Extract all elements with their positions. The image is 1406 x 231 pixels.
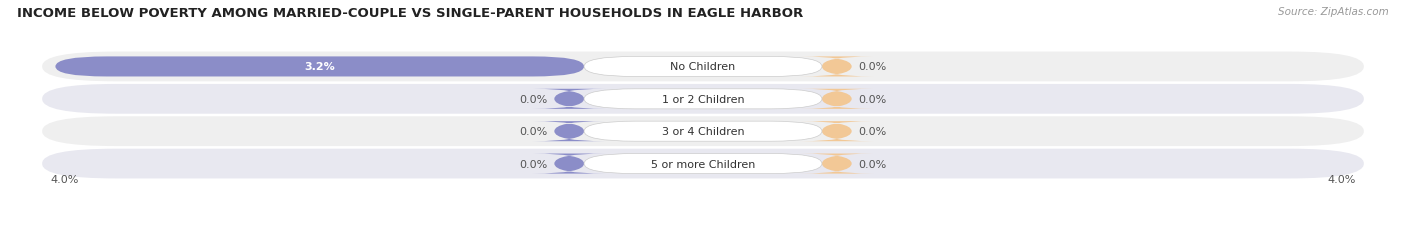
Text: 4.0%: 4.0% [1327, 174, 1355, 184]
Text: Source: ZipAtlas.com: Source: ZipAtlas.com [1278, 7, 1389, 17]
Text: 0.0%: 0.0% [519, 159, 548, 169]
FancyBboxPatch shape [583, 122, 823, 142]
FancyBboxPatch shape [55, 57, 583, 77]
FancyBboxPatch shape [42, 149, 1364, 179]
Text: 5 or more Children: 5 or more Children [651, 159, 755, 169]
FancyBboxPatch shape [42, 117, 1364, 146]
FancyBboxPatch shape [583, 154, 823, 174]
Text: 0.0%: 0.0% [858, 159, 887, 169]
Text: 0.0%: 0.0% [519, 127, 548, 137]
Text: 3 or 4 Children: 3 or 4 Children [662, 127, 744, 137]
Text: 0.0%: 0.0% [858, 94, 887, 104]
Text: 3.2%: 3.2% [304, 62, 335, 72]
Text: 0.0%: 0.0% [858, 62, 887, 72]
FancyBboxPatch shape [583, 57, 823, 77]
Text: INCOME BELOW POVERTY AMONG MARRIED-COUPLE VS SINGLE-PARENT HOUSEHOLDS IN EAGLE H: INCOME BELOW POVERTY AMONG MARRIED-COUPL… [17, 7, 803, 20]
FancyBboxPatch shape [583, 89, 823, 109]
Text: No Children: No Children [671, 62, 735, 72]
Text: 4.0%: 4.0% [51, 174, 79, 184]
Text: 0.0%: 0.0% [519, 94, 548, 104]
FancyBboxPatch shape [42, 85, 1364, 114]
FancyBboxPatch shape [533, 122, 606, 142]
Text: 0.0%: 0.0% [858, 127, 887, 137]
FancyBboxPatch shape [800, 89, 873, 109]
FancyBboxPatch shape [800, 154, 873, 174]
Text: 1 or 2 Children: 1 or 2 Children [662, 94, 744, 104]
FancyBboxPatch shape [533, 89, 606, 109]
FancyBboxPatch shape [800, 57, 873, 77]
FancyBboxPatch shape [42, 52, 1364, 82]
FancyBboxPatch shape [533, 154, 606, 174]
FancyBboxPatch shape [800, 122, 873, 142]
